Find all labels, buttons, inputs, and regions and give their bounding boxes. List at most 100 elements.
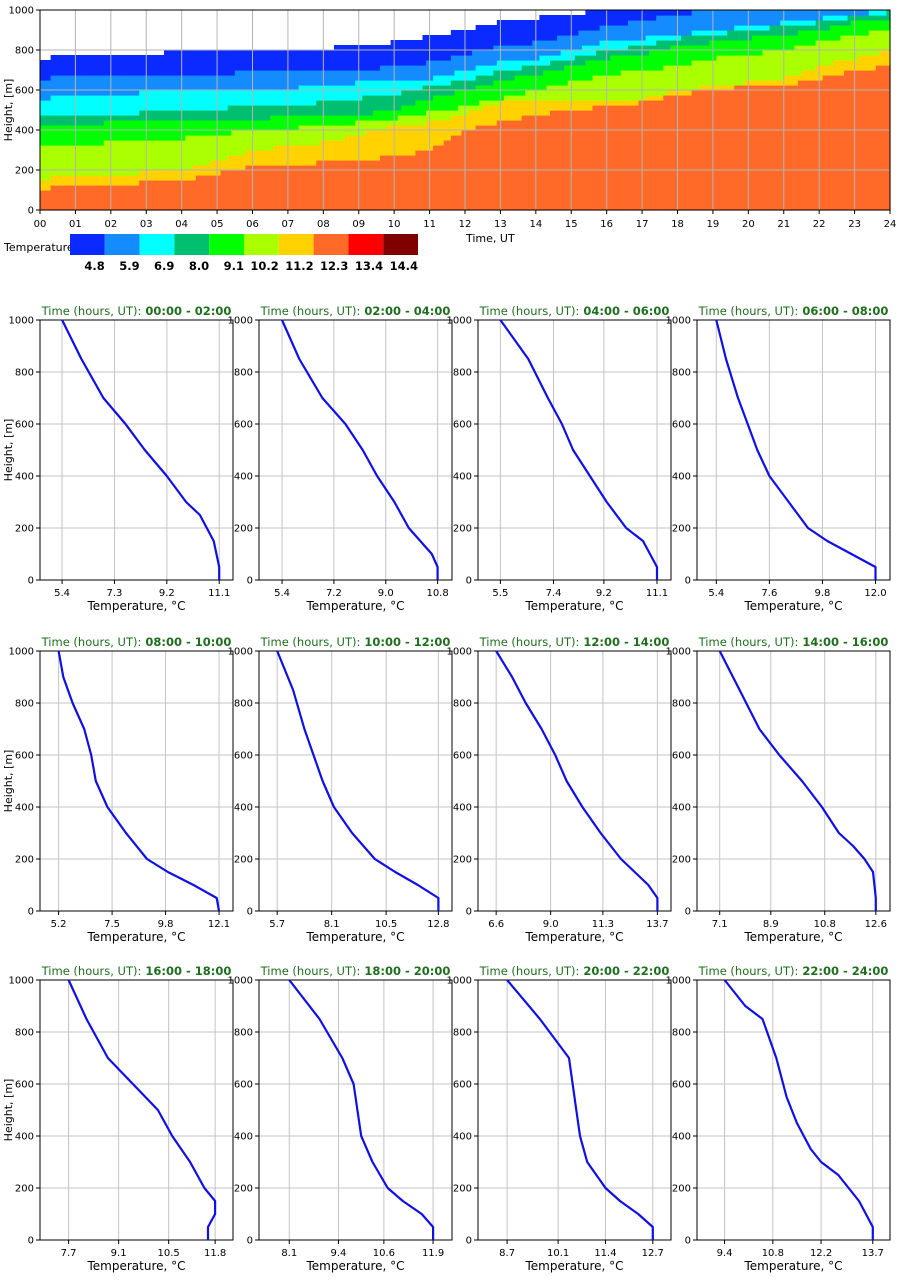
- heatmap-cell: [64, 150, 69, 156]
- heatmap-cell: [507, 140, 512, 146]
- heatmap-cell: [171, 175, 176, 181]
- heatmap-cell: [341, 125, 346, 131]
- heatmap-cell: [103, 120, 108, 126]
- heatmap-cell: [89, 190, 94, 196]
- heatmap-cell: [433, 125, 438, 131]
- heatmap-cell: [181, 200, 186, 206]
- heatmap-cell: [206, 180, 211, 186]
- heatmap-cell: [139, 120, 144, 126]
- heatmap-cell: [305, 135, 310, 141]
- heatmap-cell: [142, 55, 147, 61]
- heatmap-cell: [362, 60, 367, 66]
- heatmap-cell: [535, 40, 540, 46]
- heatmap-cell: [532, 20, 537, 26]
- heatmap-cell: [248, 150, 254, 156]
- heatmap-cell: [156, 100, 162, 106]
- heatmap-cell: [351, 125, 356, 131]
- heatmap-cell: [298, 115, 303, 121]
- heatmap-cell: [135, 120, 140, 126]
- heatmap-cell: [68, 145, 73, 151]
- heatmap-cell: [199, 200, 204, 206]
- heatmap-cell: [273, 175, 278, 181]
- heatmap-cell: [181, 185, 186, 191]
- heatmap-cell: [220, 165, 225, 171]
- heatmap-cell: [387, 170, 392, 176]
- heatmap-cell: [344, 155, 349, 161]
- heatmap-cell: [507, 120, 512, 126]
- heatmap-cell: [450, 70, 455, 76]
- heatmap-cell: [181, 170, 186, 176]
- heatmap-cell: [295, 175, 300, 181]
- heatmap-cell: [217, 195, 222, 201]
- heatmap-cell: [64, 125, 69, 131]
- heatmap-cell: [245, 150, 250, 156]
- heatmap-cell: [202, 60, 208, 66]
- heatmap-cell: [149, 80, 154, 86]
- heatmap-cell: [71, 130, 77, 136]
- heatmap-cell: [160, 205, 165, 211]
- heatmap-cell: [114, 55, 119, 61]
- heatmap-cell: [500, 135, 505, 141]
- heatmap-cell: [93, 140, 98, 146]
- heatmap-cell: [156, 180, 162, 186]
- heatmap-cell: [443, 145, 448, 151]
- heatmap-cell: [43, 200, 48, 206]
- heatmap-cell: [500, 55, 505, 61]
- heatmap-cell: [171, 150, 176, 156]
- heatmap-cell: [266, 50, 271, 56]
- heatmap-cell: [185, 50, 190, 56]
- heatmap-cell: [532, 90, 537, 96]
- heatmap-cell: [117, 185, 123, 191]
- heatmap-cell: [546, 80, 551, 86]
- heatmap-cell: [397, 170, 402, 176]
- heatmap-cell: [355, 70, 360, 76]
- heatmap-cell: [298, 175, 303, 181]
- heatmap-cell: [245, 55, 250, 61]
- heatmap-cell: [199, 180, 204, 186]
- heatmap-cell: [372, 165, 378, 171]
- heatmap-cell: [461, 150, 466, 156]
- heatmap-cell: [270, 105, 275, 111]
- heatmap-cell: [57, 100, 62, 106]
- heatmap-cell: [507, 105, 512, 111]
- heatmap-cell: [433, 50, 438, 56]
- heatmap-cell: [454, 125, 459, 131]
- heatmap-cell: [564, 115, 569, 121]
- heatmap-cell: [110, 110, 115, 116]
- heatmap-cell: [535, 80, 540, 86]
- heatmap-cell: [528, 190, 533, 196]
- heatmap-cell: [394, 185, 399, 191]
- heatmap-cell: [266, 205, 271, 211]
- heatmap-cell: [511, 25, 516, 31]
- heatmap-cell: [486, 60, 491, 66]
- heatmap-cell: [302, 75, 307, 81]
- heatmap-cell: [256, 135, 261, 141]
- heatmap-cell: [511, 130, 516, 136]
- heatmap-cell: [227, 200, 232, 206]
- heatmap-cell: [461, 145, 466, 151]
- heatmap-cell: [546, 35, 551, 41]
- heatmap-cell: [64, 55, 69, 61]
- heatmap-cell: [468, 45, 473, 51]
- heatmap-cell: [128, 105, 133, 111]
- heatmap-cell: [415, 80, 420, 86]
- heatmap-cell: [528, 145, 533, 151]
- heatmap-cell: [380, 140, 385, 146]
- heatmap-cell: [100, 95, 105, 101]
- heatmap-cell: [256, 125, 261, 131]
- heatmap-cell: [259, 75, 264, 81]
- heatmap-cell: [238, 80, 243, 86]
- heatmap-cell: [266, 85, 271, 91]
- heatmap-cell: [535, 185, 540, 191]
- heatmap-cell: [333, 75, 339, 81]
- heatmap-cell: [422, 105, 427, 111]
- heatmap-cell: [128, 145, 133, 151]
- heatmap-cell: [93, 150, 98, 156]
- heatmap-cell: [465, 185, 470, 191]
- heatmap-cell: [40, 70, 45, 76]
- heatmap-cell: [195, 55, 200, 61]
- heatmap-cell: [511, 80, 516, 86]
- heatmap-cell: [486, 110, 491, 116]
- heatmap-cell: [82, 80, 87, 86]
- heatmap-cell: [514, 200, 519, 206]
